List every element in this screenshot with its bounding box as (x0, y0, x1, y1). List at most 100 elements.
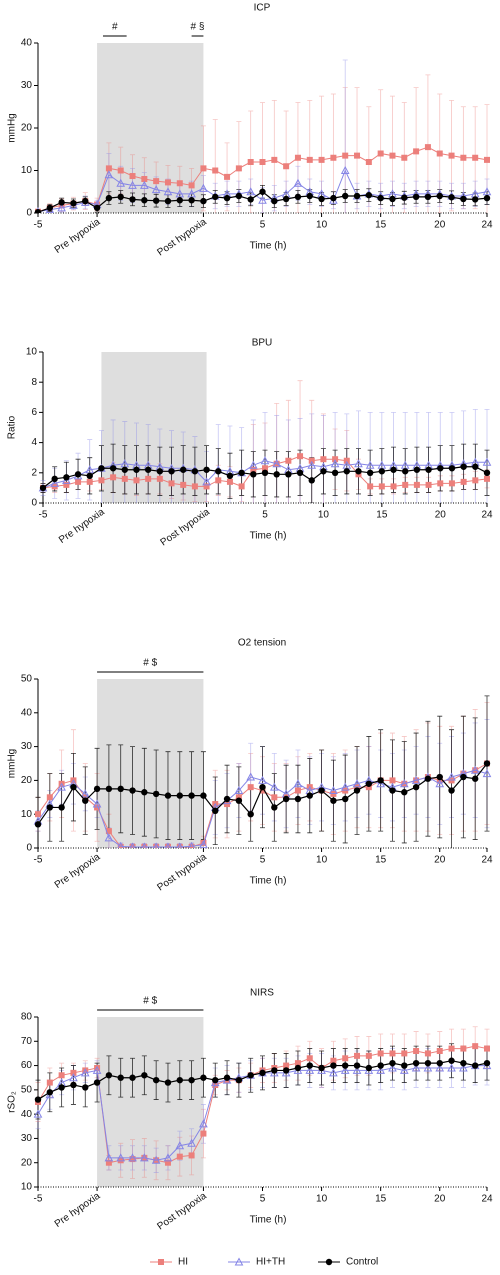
x-tick-label: Post hypoxia (155, 1190, 209, 1232)
y-tick-label: 70 (21, 1036, 33, 1047)
marker (377, 194, 384, 202)
marker (424, 1050, 431, 1057)
marker (297, 453, 304, 460)
marker (402, 481, 409, 488)
marker (484, 475, 490, 482)
marker (141, 789, 148, 796)
marker (271, 804, 278, 811)
x-tick-label: 10 (316, 1194, 328, 1205)
marker (402, 468, 409, 475)
marker (448, 480, 455, 487)
marker (175, 189, 185, 198)
marker (412, 193, 420, 201)
marker (176, 842, 183, 848)
marker (200, 839, 207, 846)
marker (199, 1119, 208, 1128)
x-tick-label: 15 (376, 510, 388, 521)
marker (318, 787, 325, 794)
x-tick-label: 24 (481, 220, 493, 231)
marker (261, 469, 269, 476)
marker (191, 468, 199, 475)
marker (212, 193, 219, 201)
marker (226, 472, 234, 480)
marker (448, 1045, 455, 1052)
marker (282, 795, 290, 803)
marker (151, 185, 161, 194)
marker (141, 1072, 148, 1079)
marker (180, 481, 187, 488)
marker (34, 1096, 42, 1103)
marker (308, 477, 315, 484)
marker (152, 790, 160, 798)
marker (212, 167, 219, 174)
marker (164, 179, 171, 186)
marker (471, 196, 479, 203)
y-tick-label: 30 (21, 741, 33, 752)
marker (294, 787, 301, 794)
marker (93, 204, 101, 212)
hypoxia-shade (97, 679, 204, 848)
marker (342, 1055, 349, 1062)
marker (401, 789, 408, 796)
marker (272, 459, 282, 468)
marker (129, 843, 136, 848)
marker (164, 792, 172, 799)
marker (365, 1052, 372, 1059)
marker (294, 154, 301, 161)
x-tick-label: -5 (34, 220, 43, 231)
marker (389, 787, 396, 794)
hypoxia-shade (101, 352, 207, 503)
marker (376, 1065, 385, 1074)
x-tick-label: 24 (481, 510, 493, 521)
marker (411, 1063, 421, 1072)
marker (411, 775, 421, 784)
x-tick-label: 24 (481, 855, 493, 866)
marker (401, 194, 408, 201)
marker (389, 195, 396, 203)
marker (283, 163, 290, 170)
marker (57, 782, 66, 791)
y-tick-label: 50 (21, 1084, 33, 1095)
marker (215, 477, 222, 484)
x-tick-label: 10 (316, 220, 328, 231)
marker (294, 1060, 301, 1067)
marker (260, 456, 270, 465)
marker (259, 1069, 266, 1077)
marker (105, 828, 112, 835)
marker (187, 189, 196, 198)
marker (70, 1081, 77, 1089)
marker (46, 1089, 54, 1096)
annotation: # $ (143, 996, 157, 1007)
marker (342, 1062, 349, 1069)
marker (164, 842, 171, 848)
marker (234, 1257, 244, 1266)
marker (460, 463, 467, 470)
marker (259, 783, 266, 791)
marker (199, 840, 208, 848)
marker (145, 475, 152, 482)
marker (436, 1048, 443, 1054)
marker (69, 1073, 78, 1082)
marker (401, 1062, 408, 1069)
marker (117, 785, 124, 793)
marker (271, 197, 278, 205)
x-tick-label: Pre hypoxia (57, 506, 107, 546)
marker (156, 475, 163, 482)
marker (484, 156, 490, 163)
marker (471, 1062, 479, 1069)
marker (128, 180, 137, 189)
marker (388, 1063, 397, 1072)
marker (483, 1059, 491, 1067)
marker (330, 459, 340, 468)
marker (259, 159, 266, 165)
marker (98, 477, 105, 484)
chart-title: NIRS (250, 988, 274, 999)
x-tick-label: -5 (39, 510, 48, 521)
marker (447, 772, 456, 781)
marker (70, 200, 77, 207)
marker (365, 191, 373, 199)
x-tick-label: Pre hypoxia (53, 851, 103, 891)
marker (50, 478, 60, 487)
marker (188, 182, 195, 189)
marker (271, 156, 278, 163)
